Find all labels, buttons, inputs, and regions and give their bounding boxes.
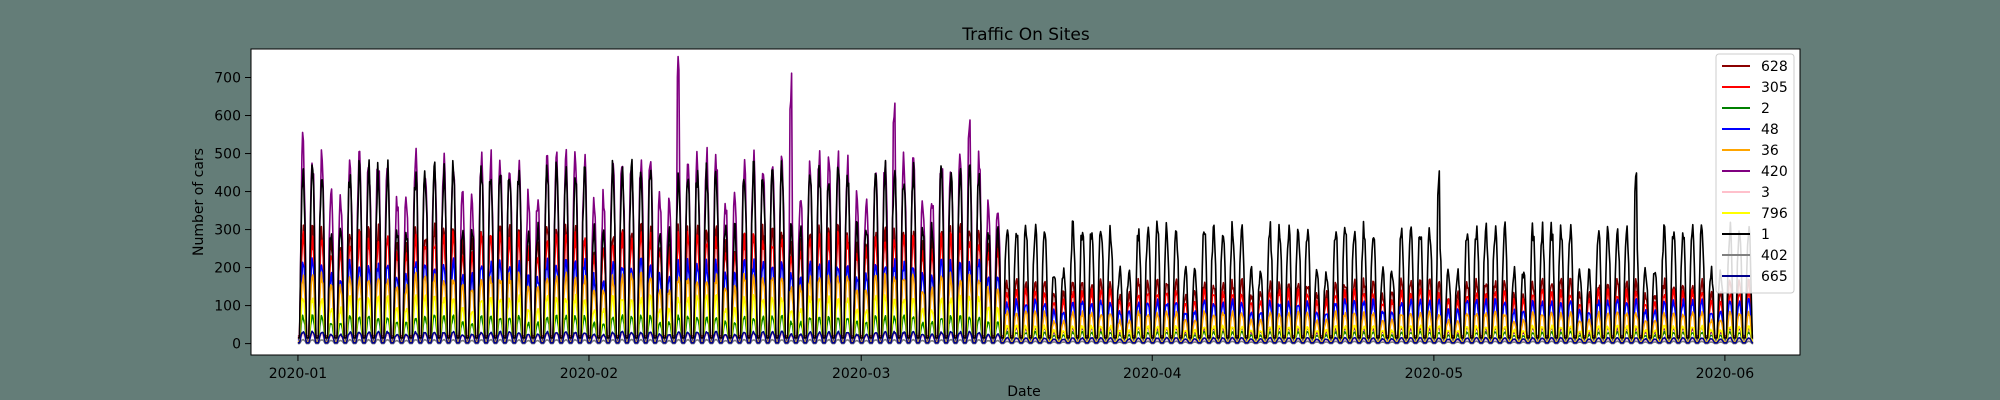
y-tick-label: 600 (214, 109, 241, 125)
y-axis-label: Number of cars (191, 148, 207, 256)
legend-label-628: 628 (1761, 59, 1788, 75)
legend-label-665: 665 (1761, 269, 1788, 285)
y-tick-label: 300 (214, 223, 241, 239)
legend-label-1: 1 (1761, 227, 1770, 243)
series-layer (297, 55, 1754, 345)
y-tick-label: 500 (214, 147, 241, 163)
legend: 628 305 2 48 36 420 3 796 1 402 665 (1715, 53, 1795, 294)
legend-label-402: 402 (1761, 248, 1788, 264)
x-tick-label: 2020-01 (269, 366, 328, 382)
chart-title: Traffic On Sites (961, 25, 1090, 45)
legend-label-305: 305 (1761, 80, 1788, 96)
x-tick-label: 2020-04 (1123, 366, 1182, 382)
series-line-665 (297, 330, 1754, 344)
legend-label-2: 2 (1761, 101, 1770, 117)
x-tick-label: 2020-02 (560, 366, 619, 382)
legend-label-3: 3 (1761, 185, 1770, 201)
legend-label-36: 36 (1761, 143, 1779, 159)
x-tick-label: 2020-05 (1405, 366, 1464, 382)
legend-label-48: 48 (1761, 122, 1779, 138)
series-line-1 (297, 158, 1754, 339)
y-axis: 0 100 200 300 400 500 600 700 (214, 71, 251, 353)
legend-label-796: 796 (1761, 206, 1788, 222)
x-axis: 2020-01 2020-02 2020-03 2020-04 2020-05 2020-… (269, 355, 1755, 382)
x-axis-label: Date (1007, 384, 1040, 400)
y-tick-label: 200 (214, 261, 241, 277)
y-tick-label: 100 (214, 299, 241, 315)
x-tick-label: 2020-03 (832, 366, 891, 382)
y-tick-label: 700 (214, 71, 241, 87)
x-tick-label: 2020-06 (1696, 366, 1755, 382)
legend-label-420: 420 (1761, 164, 1788, 180)
y-tick-label: 0 (232, 337, 241, 353)
y-tick-label: 400 (214, 185, 241, 201)
